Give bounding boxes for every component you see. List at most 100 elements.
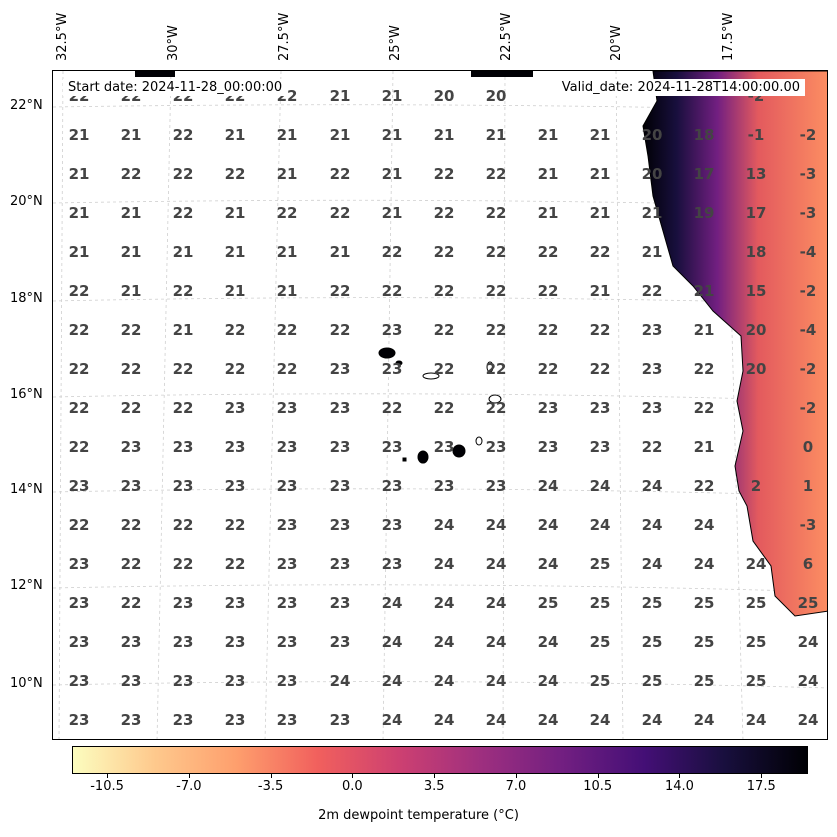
grid-value: 23: [330, 516, 351, 534]
grid-value: 24: [486, 555, 507, 573]
grid-value: 22: [277, 321, 298, 339]
grid-value: 23: [434, 477, 455, 495]
grid-value: 24: [538, 633, 559, 651]
grid-value: 23: [277, 477, 298, 495]
grid-value: 21: [69, 243, 90, 261]
grid-value: 22: [69, 399, 90, 417]
grid-value: 25: [798, 594, 819, 612]
grid-value: 22: [330, 165, 351, 183]
grid-value: 24: [746, 711, 767, 729]
grid-value: 6: [803, 555, 813, 573]
grid-value: 22: [434, 321, 455, 339]
grid-value: 22: [486, 165, 507, 183]
grid-value: 24: [642, 516, 663, 534]
colorbar-tick-mark: [107, 774, 109, 778]
grid-value: 24: [590, 711, 611, 729]
grid-value: 21: [330, 126, 351, 144]
latitude-label: 20°N: [10, 194, 43, 209]
grid-value: 21: [330, 243, 351, 261]
grid-value: 24: [382, 672, 403, 690]
grid-value: 23: [330, 477, 351, 495]
grid-value: 21: [642, 204, 663, 222]
grid-value: 23: [277, 594, 298, 612]
grid-value: 24: [434, 555, 455, 573]
longitude-label: 30°W: [166, 25, 181, 61]
grid-value: 22: [173, 126, 194, 144]
grid-value: 20: [642, 165, 663, 183]
longitude-label: 32.5°W: [55, 12, 70, 61]
grid-value: 23: [173, 594, 194, 612]
grid-value: 22: [121, 321, 142, 339]
grid-value: 22: [382, 282, 403, 300]
grid-value: 21: [173, 243, 194, 261]
grid-value: 24: [486, 594, 507, 612]
grid-value: 23: [330, 438, 351, 456]
grid-value: 23: [121, 672, 142, 690]
grid-value: 22: [486, 204, 507, 222]
grid-value: 23: [173, 477, 194, 495]
grid-value: 22: [173, 165, 194, 183]
grid-value: 24: [798, 711, 819, 729]
grid-value: 23: [382, 321, 403, 339]
grid-value: 22: [69, 438, 90, 456]
colorbar-tick-label: 0.0: [342, 779, 363, 794]
grid-value: 23: [173, 633, 194, 651]
grid-value: 22: [538, 321, 559, 339]
grid-value: 23: [225, 594, 246, 612]
grid-value: 24: [382, 711, 403, 729]
colorbar-tick-mark: [188, 774, 190, 778]
grid-value: 23: [642, 321, 663, 339]
colorbar-tick-mark: [270, 774, 272, 778]
grid-value: 24: [538, 672, 559, 690]
grid-value: 25: [590, 633, 611, 651]
grid-value: -3: [800, 204, 817, 222]
grid-value: 21: [538, 126, 559, 144]
grid-value: 24: [746, 555, 767, 573]
grid-value: 21: [642, 243, 663, 261]
grid-value: 22: [330, 204, 351, 222]
grid-value: 22: [225, 516, 246, 534]
grid-value: 22: [173, 360, 194, 378]
colorbar-tick-mark: [761, 774, 763, 778]
grid-value: 22: [173, 555, 194, 573]
grid-value: 22: [225, 360, 246, 378]
grid-value: 22: [225, 555, 246, 573]
valid-date-label: Valid_date: 2024-11-28T14:00:00.00: [556, 79, 805, 96]
grid-value: 15: [746, 282, 767, 300]
grid-value: 22: [434, 204, 455, 222]
grid-value: 21: [330, 87, 351, 105]
grid-value: 22: [121, 516, 142, 534]
grid-value: 20: [746, 321, 767, 339]
latitude-label: 12°N: [10, 578, 43, 593]
grid-value: 24: [434, 594, 455, 612]
grid-value: 23: [382, 516, 403, 534]
grid-value: 21: [225, 282, 246, 300]
grid-value: 21: [277, 126, 298, 144]
grid-value: 22: [330, 282, 351, 300]
west-africa-land: [642, 71, 827, 617]
grid-value: 21: [69, 165, 90, 183]
grid-value: 21: [590, 126, 611, 144]
grid-value: 24: [798, 672, 819, 690]
map-canvas: 22 22 22 22 22 21 21 20 20 -221 21 22 21 21 21 21 21 21 21…: [53, 71, 827, 739]
grid-value: 22: [69, 321, 90, 339]
grid-value: 17: [746, 204, 767, 222]
grid-value: 21: [590, 282, 611, 300]
grid-value: 22: [590, 321, 611, 339]
grid-value: 25: [590, 594, 611, 612]
grid-value: -3: [800, 165, 817, 183]
colorbar-tick-mark: [515, 774, 517, 778]
grid-value: 23: [330, 711, 351, 729]
grid-value: 23: [121, 438, 142, 456]
grid-value: 13: [746, 165, 767, 183]
grid-value: 24: [694, 516, 715, 534]
grid-value: 22: [225, 165, 246, 183]
grid-value: 21: [121, 204, 142, 222]
grid-value: 22: [486, 360, 507, 378]
grid-value: 22: [330, 321, 351, 339]
grid-value: -4: [800, 321, 817, 339]
top-land-fragments: [135, 71, 533, 77]
colorbar-tick-label: 7.0: [505, 779, 527, 794]
grid-value: 22: [121, 399, 142, 417]
grid-value: 23: [69, 555, 90, 573]
